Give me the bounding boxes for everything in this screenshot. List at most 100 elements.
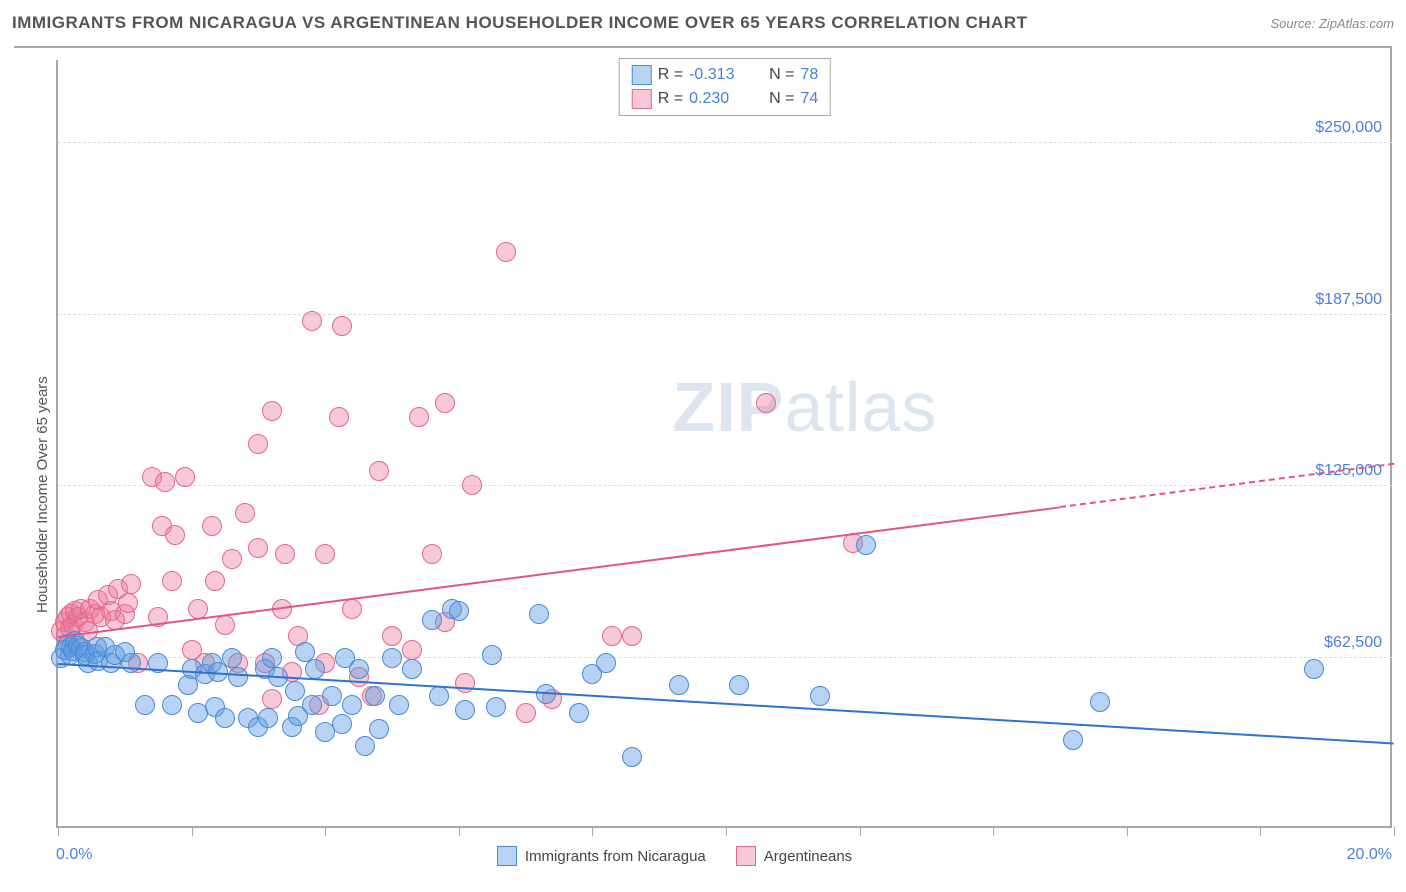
scatter-point	[248, 434, 268, 454]
scatter-point	[202, 516, 222, 536]
scatter-point	[1090, 692, 1110, 712]
scatter-point	[188, 599, 208, 619]
scatter-point	[135, 695, 155, 715]
x-tick	[58, 826, 59, 836]
scatter-point	[121, 574, 141, 594]
scatter-point	[422, 610, 442, 630]
x-tick	[592, 826, 593, 836]
scatter-point	[248, 538, 268, 558]
scatter-point	[1063, 730, 1083, 750]
scatter-point	[402, 659, 422, 679]
y-tick-label: $250,000	[1315, 119, 1382, 137]
scatter-point	[262, 648, 282, 668]
scatter-point	[302, 695, 322, 715]
scatter-point	[810, 686, 830, 706]
scatter-point	[332, 316, 352, 336]
scatter-point	[429, 686, 449, 706]
bottom-legend: Immigrants from Nicaragua Argentineans	[497, 846, 852, 866]
scatter-point	[349, 659, 369, 679]
watermark: ZIPatlas	[673, 367, 938, 447]
scatter-point	[342, 599, 362, 619]
swatch-blue	[497, 846, 517, 866]
x-tick-label-max: 20.0%	[1347, 846, 1392, 864]
scatter-point	[222, 549, 242, 569]
scatter-point	[305, 659, 325, 679]
scatter-point	[322, 686, 342, 706]
scatter-point	[422, 544, 442, 564]
scatter-point	[596, 653, 616, 673]
scatter-point	[496, 242, 516, 262]
x-tick	[860, 826, 861, 836]
chart-source: Source: ZipAtlas.com	[1270, 16, 1394, 31]
scatter-point	[622, 747, 642, 767]
scatter-point	[486, 697, 506, 717]
scatter-point	[1304, 659, 1324, 679]
scatter-point	[756, 393, 776, 413]
scatter-point	[262, 689, 282, 709]
gridline	[58, 485, 1392, 486]
x-tick	[726, 826, 727, 836]
scatter-point	[455, 700, 475, 720]
chart-title: IMMIGRANTS FROM NICARAGUA VS ARGENTINEAN…	[12, 13, 1028, 33]
scatter-point	[329, 407, 349, 427]
scatter-point	[602, 626, 622, 646]
scatter-point	[205, 571, 225, 591]
swatch-blue	[632, 65, 652, 85]
r-label: R =	[658, 87, 683, 111]
scatter-point	[435, 393, 455, 413]
x-tick	[993, 826, 994, 836]
r-value-pink: 0.230	[689, 87, 749, 111]
scatter-point	[462, 475, 482, 495]
stats-row: R = 0.230 N = 74	[632, 87, 818, 111]
scatter-point	[262, 401, 282, 421]
legend-item-pink: Argentineans	[736, 846, 852, 866]
scatter-point	[729, 675, 749, 695]
scatter-point	[402, 640, 422, 660]
scatter-point	[449, 601, 469, 621]
scatter-point	[275, 544, 295, 564]
legend-label: Immigrants from Nicaragua	[525, 848, 706, 865]
scatter-point	[622, 626, 642, 646]
scatter-point	[162, 571, 182, 591]
x-tick	[325, 826, 326, 836]
scatter-point	[165, 525, 185, 545]
gridline	[58, 142, 1392, 143]
x-tick	[459, 826, 460, 836]
scatter-point	[121, 653, 141, 673]
legend-item-blue: Immigrants from Nicaragua	[497, 846, 706, 866]
gridline	[58, 314, 1392, 315]
scatter-point	[409, 407, 429, 427]
scatter-point	[175, 467, 195, 487]
scatter-point	[856, 535, 876, 555]
scatter-point	[215, 708, 235, 728]
scatter-point	[382, 626, 402, 646]
scatter-point	[516, 703, 536, 723]
x-tick	[1127, 826, 1128, 836]
scatter-point	[332, 714, 352, 734]
scatter-point	[162, 695, 182, 715]
scatter-point	[222, 648, 242, 668]
scatter-point	[382, 648, 402, 668]
scatter-point	[228, 667, 248, 687]
y-tick-label: $62,500	[1324, 634, 1382, 652]
scatter-point	[669, 675, 689, 695]
x-tick	[1260, 826, 1261, 836]
scatter-point	[302, 311, 322, 331]
scatter-point	[482, 645, 502, 665]
stats-row: R = -0.313 N = 78	[632, 63, 818, 87]
swatch-pink	[632, 89, 652, 109]
x-tick	[1394, 826, 1395, 836]
scatter-point	[369, 461, 389, 481]
scatter-point	[258, 708, 278, 728]
scatter-point	[315, 544, 335, 564]
scatter-point	[529, 604, 549, 624]
scatter-point	[118, 593, 138, 613]
x-tick	[192, 826, 193, 836]
y-axis-label: Householder Income Over 65 years	[34, 376, 51, 613]
scatter-point	[215, 615, 235, 635]
scatter-point	[235, 503, 255, 523]
scatter-point	[155, 472, 175, 492]
scatter-point	[369, 719, 389, 739]
n-label: N =	[769, 63, 794, 87]
scatter-point	[365, 686, 385, 706]
